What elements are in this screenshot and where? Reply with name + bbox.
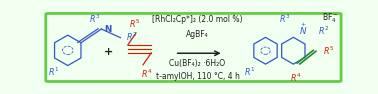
Text: $R^4$: $R^4$ bbox=[290, 72, 301, 84]
Text: $R^2$: $R^2$ bbox=[318, 25, 329, 37]
Text: $R^1$: $R^1$ bbox=[48, 65, 59, 78]
Text: AgBF₄: AgBF₄ bbox=[186, 30, 209, 39]
Text: $R^3$: $R^3$ bbox=[89, 12, 101, 25]
Text: $R^5$: $R^5$ bbox=[323, 44, 334, 57]
Text: $R^4$: $R^4$ bbox=[141, 67, 152, 80]
FancyBboxPatch shape bbox=[46, 13, 341, 81]
Text: N: N bbox=[105, 25, 112, 34]
Text: $R^1$: $R^1$ bbox=[244, 66, 255, 78]
Text: $R^3$: $R^3$ bbox=[279, 12, 291, 25]
Text: $\overset{+}{N}$: $\overset{+}{N}$ bbox=[299, 21, 307, 37]
Text: Cu(BF₄)₂ ·6H₂O: Cu(BF₄)₂ ·6H₂O bbox=[169, 59, 226, 68]
Text: +: + bbox=[104, 47, 113, 57]
Text: BF$_4^-$: BF$_4^-$ bbox=[322, 11, 339, 25]
Text: [RhCl₂Cp*]₂ (2.0 mol %): [RhCl₂Cp*]₂ (2.0 mol %) bbox=[152, 16, 243, 24]
Text: $R^5$: $R^5$ bbox=[129, 17, 140, 30]
Text: t-amylOH, 110 °C, 4 h: t-amylOH, 110 °C, 4 h bbox=[156, 72, 240, 81]
Text: $R^2$: $R^2$ bbox=[126, 30, 138, 43]
